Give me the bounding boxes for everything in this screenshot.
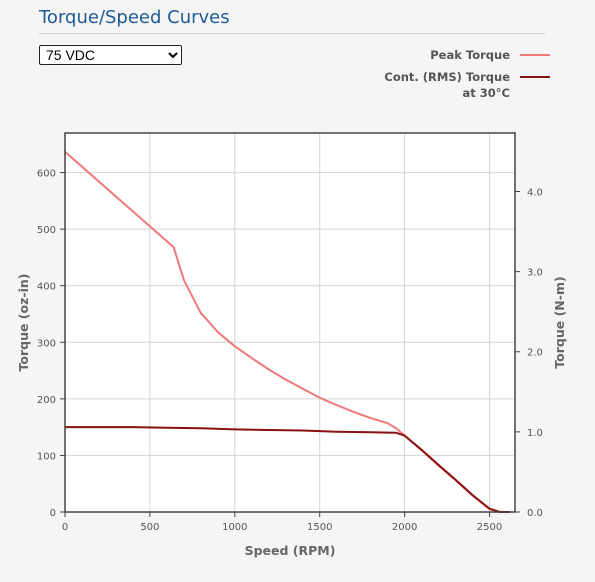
y-tick-label: 100 — [37, 451, 56, 462]
y-tick-label: 200 — [37, 395, 56, 406]
y-tick-label: 0 — [50, 508, 56, 519]
x-tick-label: 1500 — [307, 522, 332, 533]
y-tick-label: 300 — [37, 338, 56, 349]
y-tick-label: 600 — [37, 169, 56, 180]
legend-item-peak-torque[interactable]: Peak Torque — [430, 47, 550, 63]
x-tick-label: 1000 — [222, 522, 247, 533]
y2-tick-label: 1.0 — [527, 428, 543, 439]
x-tick-label: 2500 — [477, 522, 502, 533]
x-axis-title: Speed (RPM) — [245, 543, 336, 558]
legend-swatch-peak-torque — [520, 54, 550, 56]
plot-area — [65, 133, 515, 512]
legend-label-cont-torque-line2: at 30°C — [462, 86, 510, 100]
legend-label-cont-torque-line1: Cont. (RMS) Torque — [384, 70, 510, 84]
legend-item-cont-torque[interactable]: Cont. (RMS) Torque at 30°C — [384, 69, 550, 101]
voltage-select[interactable]: 75 VDC — [39, 45, 182, 65]
x-tick-label: 500 — [140, 522, 159, 533]
y2-axis-title: Torque (N-m) — [552, 276, 567, 368]
y-axis-title: Torque (oz-in) — [16, 274, 31, 372]
title-divider — [39, 33, 545, 34]
y2-tick-label: 2.0 — [527, 348, 543, 359]
x-tick-label: 2000 — [392, 522, 417, 533]
y2-tick-label: 4.0 — [527, 187, 543, 198]
legend-label-peak-torque: Peak Torque — [430, 48, 510, 62]
legend-swatch-cont-torque — [520, 76, 550, 78]
y-tick-label: 500 — [37, 225, 56, 236]
x-tick-label: 0 — [62, 522, 68, 533]
plot-frame — [64, 132, 516, 513]
y2-tick-label: 0.0 — [527, 508, 543, 519]
page-title: Torque/Speed Curves — [39, 7, 230, 28]
y-tick-label: 400 — [37, 282, 56, 293]
series-line-cont-torque — [65, 426, 510, 513]
legend-label-cont-torque: Cont. (RMS) Torque at 30°C — [384, 69, 510, 101]
y2-tick-label: 3.0 — [527, 268, 543, 279]
